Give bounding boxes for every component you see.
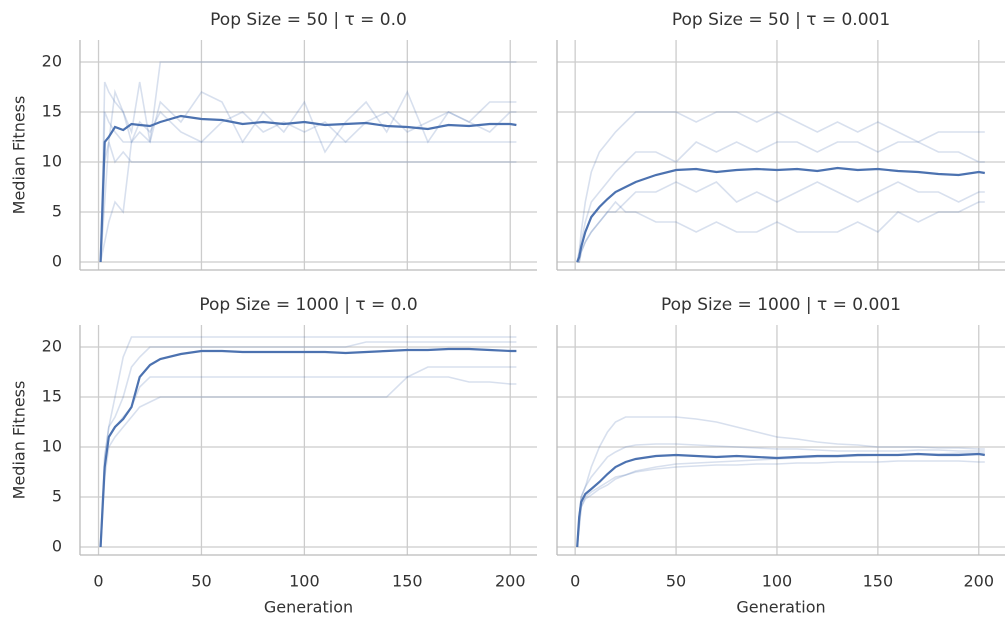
- series-line: [99, 336, 517, 548]
- x-tick-label: 200: [495, 572, 526, 591]
- series-line: [99, 111, 517, 263]
- x-tick-label: 200: [963, 572, 994, 591]
- series-line: [99, 341, 517, 548]
- x-tick-label: 150: [863, 572, 894, 591]
- series-line: [99, 61, 517, 263]
- y-tick-label: 20: [42, 52, 62, 71]
- y-axis-label: Median Fitness: [10, 381, 29, 500]
- series-line: [576, 452, 985, 548]
- x-tick-label: 0: [93, 572, 103, 591]
- series-line: [99, 141, 517, 263]
- series-line: [576, 452, 985, 548]
- x-axis-label: Generation: [264, 598, 353, 617]
- y-tick-label: 10: [42, 152, 62, 171]
- x-tick-label: 50: [666, 572, 686, 591]
- series-line: [99, 366, 517, 548]
- y-tick-label: 20: [42, 337, 62, 356]
- panel-title: Pop Size = 1000 | τ = 0.001: [661, 295, 901, 315]
- series-line: [577, 200, 985, 263]
- y-tick-label: 0: [52, 537, 62, 556]
- x-tick-label: 100: [289, 572, 320, 591]
- x-tick-label: 50: [191, 572, 211, 591]
- y-tick-label: 15: [42, 102, 62, 121]
- series-line: [99, 81, 517, 263]
- series-line: [576, 460, 985, 548]
- panel-title: Pop Size = 50 | τ = 0.001: [672, 10, 890, 30]
- x-tick-label: 0: [570, 572, 580, 591]
- series-line: [576, 416, 985, 548]
- y-tick-label: 0: [52, 252, 62, 271]
- x-tick-label: 150: [392, 572, 423, 591]
- panel-title: Pop Size = 50 | τ = 0.0: [210, 10, 407, 30]
- series-line: [99, 376, 517, 548]
- series-line: [576, 141, 985, 263]
- series-line: [577, 181, 985, 263]
- series-line: [576, 166, 985, 263]
- series-line: [576, 111, 985, 263]
- series-line: [99, 347, 517, 548]
- series-line: [576, 443, 985, 548]
- series-line: [99, 114, 517, 263]
- series-line: [99, 110, 517, 263]
- y-tick-label: 5: [52, 487, 62, 506]
- y-tick-label: 15: [42, 387, 62, 406]
- y-tick-label: 5: [52, 202, 62, 221]
- panel-title: Pop Size = 1000 | τ = 0.0: [199, 295, 417, 315]
- y-tick-label: 10: [42, 437, 62, 456]
- y-axis-label: Median Fitness: [10, 96, 29, 215]
- x-axis-label: Generation: [736, 598, 825, 617]
- x-tick-label: 100: [762, 572, 793, 591]
